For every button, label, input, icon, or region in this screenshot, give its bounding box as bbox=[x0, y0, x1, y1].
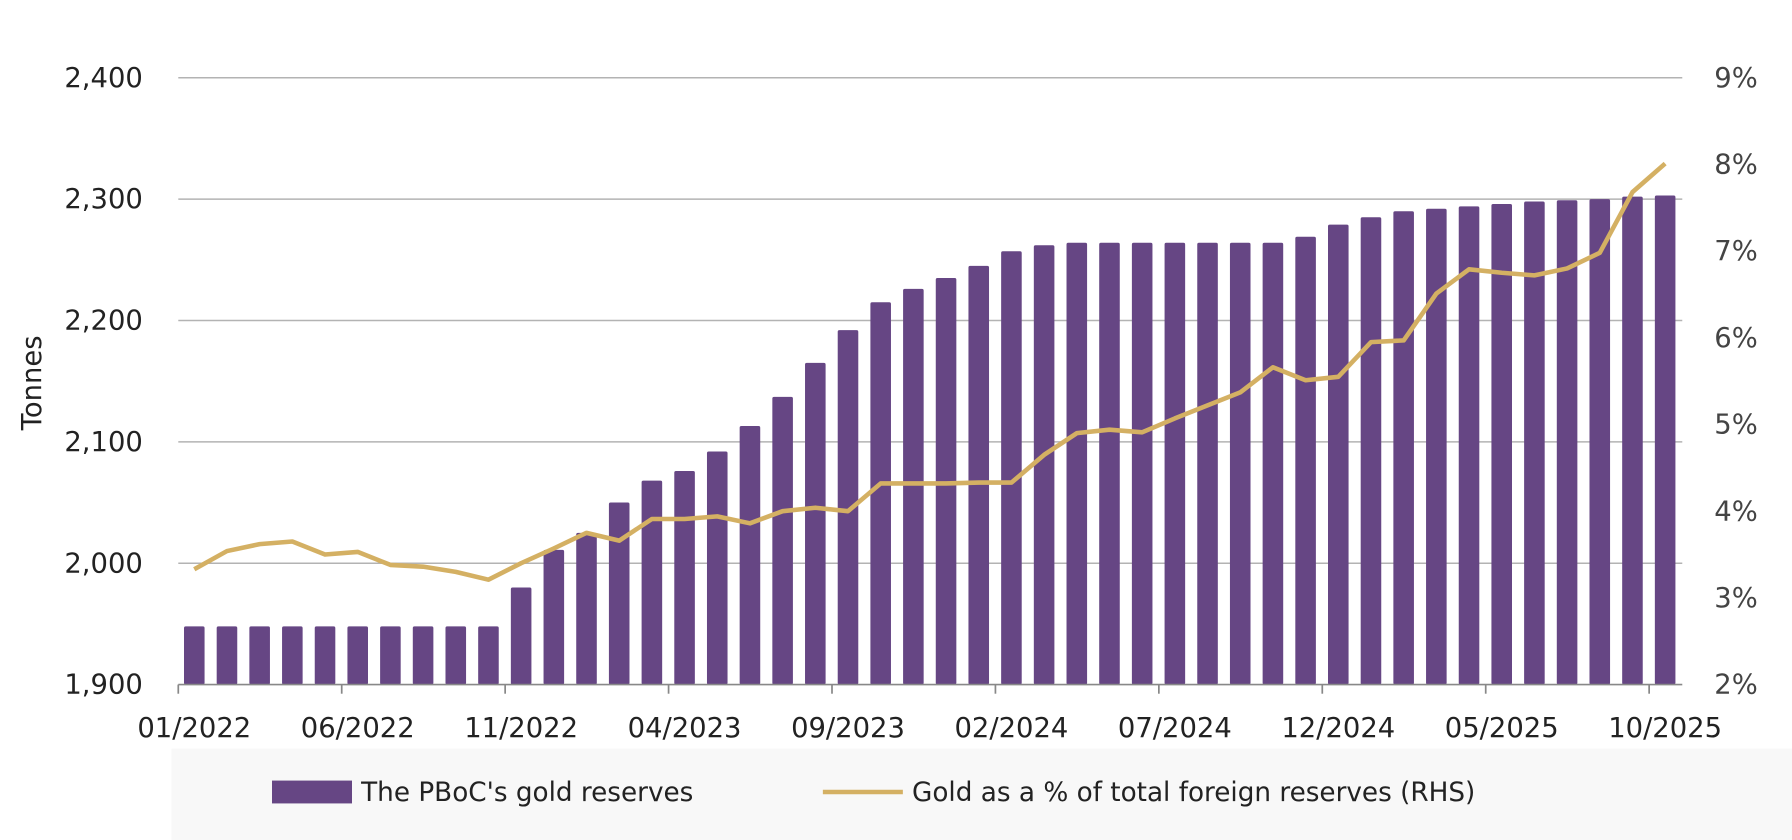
bar bbox=[1295, 236, 1316, 685]
legend-label-bars: The PBoC's gold reserves bbox=[360, 778, 693, 808]
x-tick-label: 06/2022 bbox=[301, 713, 415, 744]
bar bbox=[1131, 242, 1153, 685]
y-tick-label: 2,000 bbox=[64, 548, 142, 579]
bar bbox=[870, 302, 891, 685]
x-tick-label: 10/2025 bbox=[1608, 713, 1722, 744]
bar bbox=[1360, 217, 1382, 685]
bar bbox=[1458, 206, 1480, 685]
bar bbox=[1393, 211, 1414, 685]
y-axis-title: Tonnes bbox=[17, 335, 48, 431]
legend-background bbox=[171, 748, 1792, 840]
y2-tick-label: 9% bbox=[1714, 63, 1757, 94]
y2-tick-label: 7% bbox=[1714, 236, 1757, 267]
bar bbox=[1524, 201, 1545, 685]
bar bbox=[1197, 242, 1218, 685]
y-tick-label: 2,300 bbox=[64, 184, 142, 215]
bar bbox=[706, 451, 728, 685]
bar bbox=[249, 626, 270, 685]
bar bbox=[478, 626, 499, 685]
x-tick-label: 07/2024 bbox=[1118, 713, 1232, 744]
bar bbox=[576, 532, 597, 685]
bar bbox=[445, 626, 467, 685]
legend-swatch-bars bbox=[272, 780, 352, 804]
bar bbox=[347, 626, 368, 685]
y-tick-label: 2,100 bbox=[64, 427, 142, 458]
x-tick-label: 11/2022 bbox=[464, 713, 578, 744]
y-tick-label: 1,900 bbox=[64, 670, 142, 701]
bar bbox=[184, 626, 205, 685]
legend: The PBoC's gold reserves Gold as a % of … bbox=[272, 778, 1475, 808]
bar bbox=[1491, 203, 1512, 685]
y2-tick-label: 3% bbox=[1714, 583, 1757, 614]
bar bbox=[1099, 242, 1120, 685]
legend-label-line: Gold as a % of total foreign reserves (R… bbox=[912, 778, 1475, 808]
y-tick-label: 2,400 bbox=[64, 63, 142, 94]
bar bbox=[641, 480, 663, 685]
bar bbox=[968, 265, 990, 685]
line-series bbox=[193, 161, 1667, 582]
bar bbox=[1001, 251, 1022, 685]
bar bbox=[903, 288, 924, 685]
bar bbox=[216, 626, 238, 685]
bar bbox=[772, 396, 793, 685]
x-tick-label: 05/2025 bbox=[1445, 713, 1559, 744]
x-tick-label: 01/2022 bbox=[137, 713, 251, 744]
bar bbox=[1262, 242, 1284, 685]
bar bbox=[380, 626, 401, 685]
bar bbox=[1426, 208, 1447, 685]
bar bbox=[1654, 195, 1676, 685]
bar bbox=[1164, 242, 1186, 685]
y2-tick-label: 2% bbox=[1714, 670, 1757, 701]
bar bbox=[805, 362, 826, 685]
bar bbox=[608, 502, 630, 685]
bar bbox=[314, 626, 336, 685]
bar bbox=[1066, 242, 1088, 685]
bar bbox=[739, 426, 761, 685]
y2-tick-label: 5% bbox=[1714, 410, 1757, 441]
bar bbox=[837, 330, 859, 685]
x-tick-label: 12/2024 bbox=[1281, 713, 1395, 744]
bar bbox=[510, 587, 532, 685]
y2-tick-label: 4% bbox=[1714, 496, 1757, 527]
bar bbox=[543, 549, 565, 685]
x-tick-label: 09/2023 bbox=[791, 713, 905, 744]
bar bbox=[674, 470, 695, 685]
bar bbox=[1556, 200, 1578, 685]
bar bbox=[282, 626, 303, 685]
bar bbox=[412, 626, 434, 685]
x-tick-label: 04/2023 bbox=[628, 713, 742, 744]
y2-tick-label: 8% bbox=[1714, 150, 1757, 181]
x-tick-label: 02/2024 bbox=[954, 713, 1068, 744]
bar bbox=[1328, 224, 1349, 685]
bar bbox=[1589, 199, 1611, 685]
y-tick-label: 2,200 bbox=[64, 306, 142, 337]
y2-tick-label: 6% bbox=[1714, 323, 1757, 354]
bar bbox=[1622, 196, 1643, 685]
bar bbox=[1229, 242, 1251, 685]
bar bbox=[1033, 245, 1055, 685]
